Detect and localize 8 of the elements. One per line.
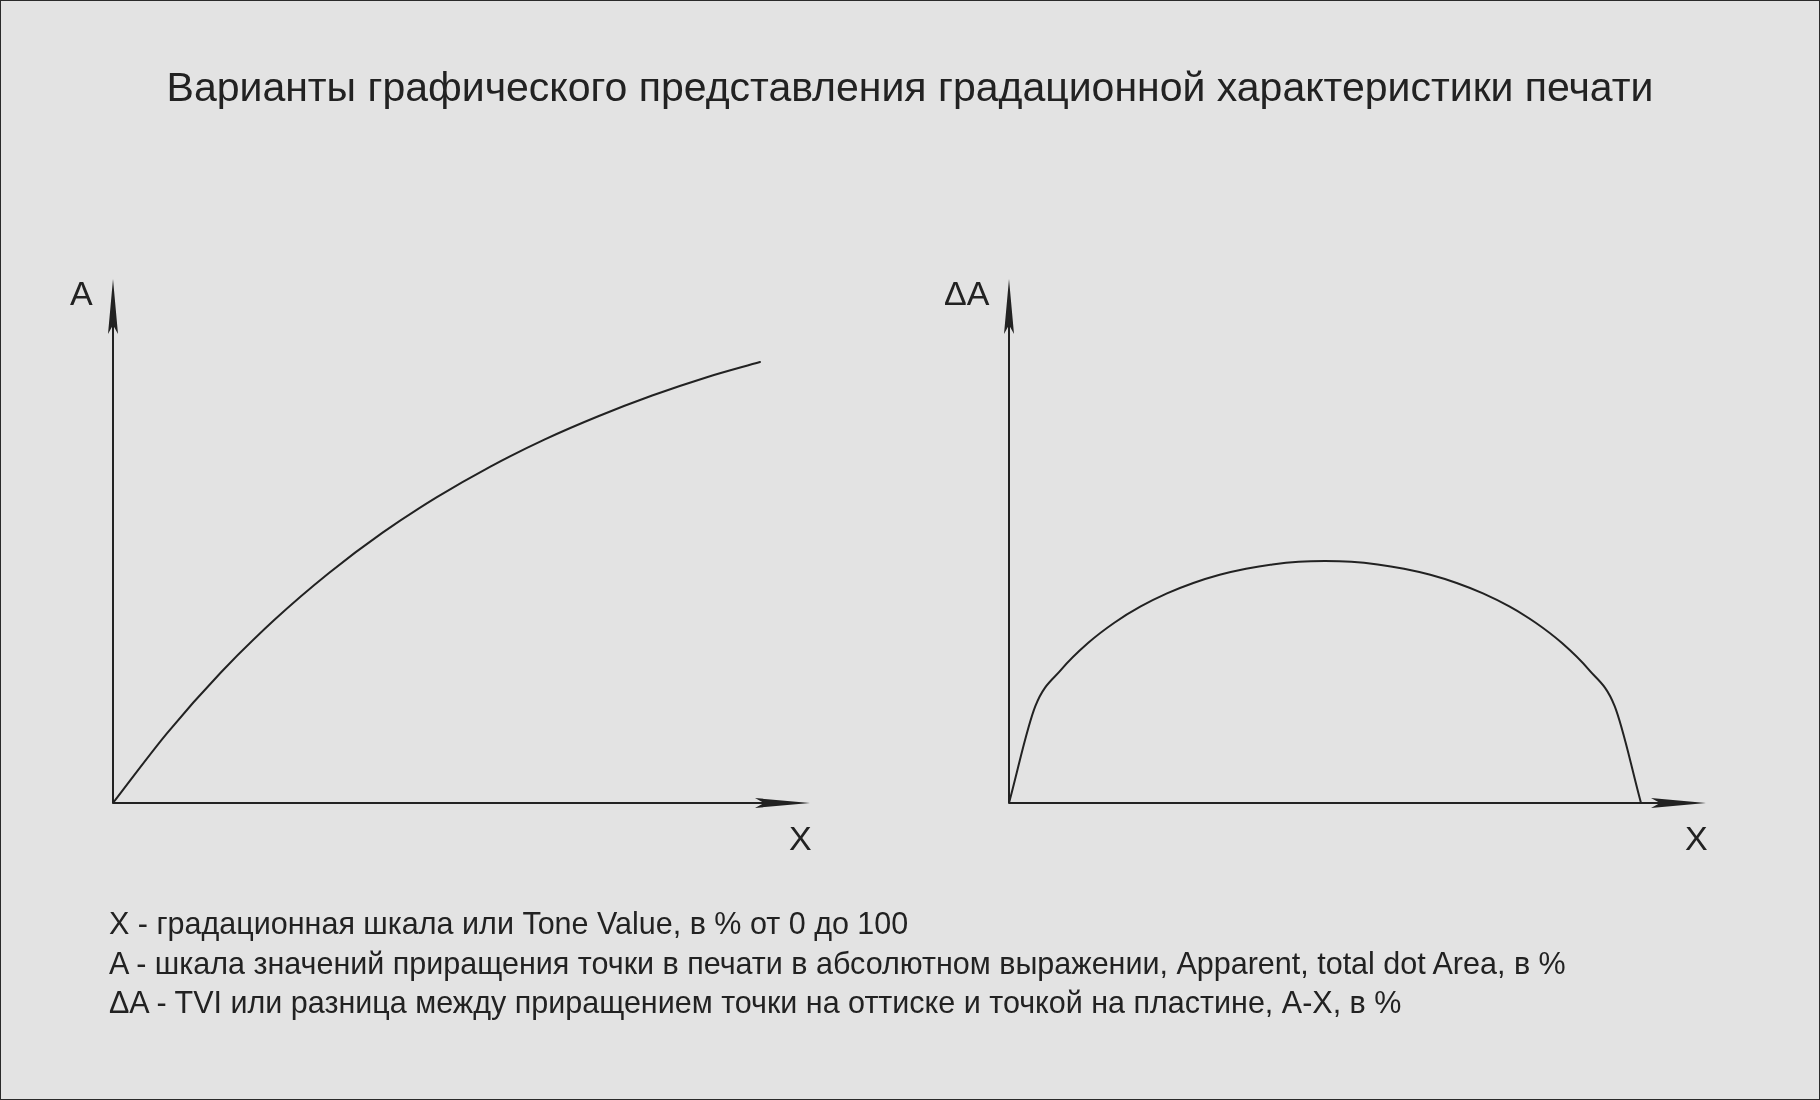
y-axis-title: ΔA [944, 273, 990, 313]
text: ΔA - TVI или разница между приращением точки на оттиске и точкой на пластине, A-X, в % [109, 984, 1402, 1020]
y-axis-title: A [70, 273, 93, 313]
x-axis-title: X [1685, 818, 1708, 858]
text: A - шкала значений приращения точки в печати в абсолютном выражении, Apparent, total dot Area, в % [109, 944, 1566, 981]
x-axis-title: X [789, 818, 812, 858]
text: Варианты графического представления градационной характеристики печати [165, 63, 1655, 111]
text: X - градационная шкала или Tone Value, в % от 0 до 100 [109, 905, 909, 941]
